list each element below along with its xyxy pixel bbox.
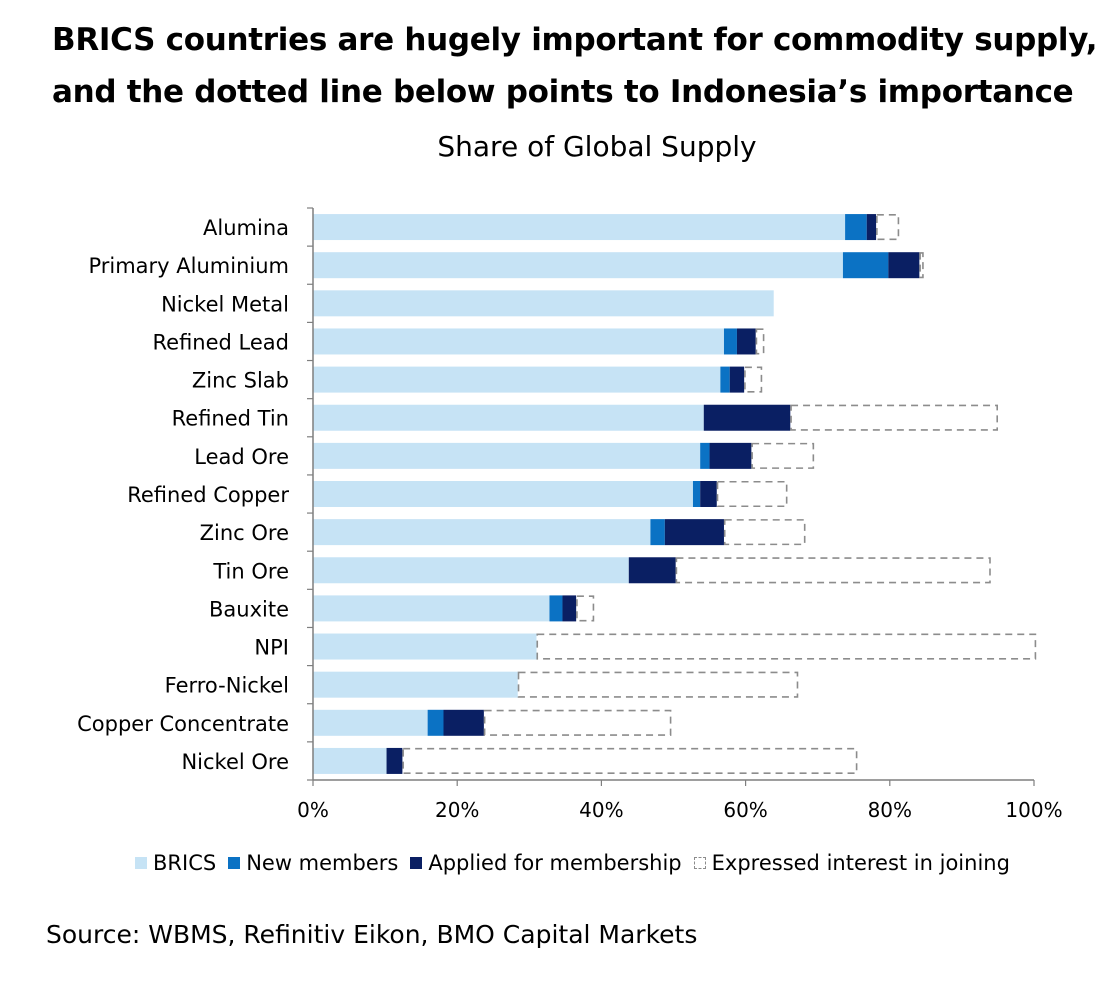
- bar-new-members-refined-copper: [692, 481, 701, 507]
- legend: BRICS New members Applied for membership…: [135, 851, 1075, 875]
- bar-interest-lead-ore: [751, 442, 815, 469]
- bar-applied-primary-aluminium: [888, 252, 920, 279]
- bar-interest-zinc-slab: [744, 366, 763, 393]
- legend-item-new-members: New members: [228, 851, 398, 875]
- bar-applied-refined-copper: [700, 481, 717, 507]
- category-label-ferro-nickel: Ferro-Nickel: [165, 674, 289, 698]
- bar-interest-ferro-nickel: [517, 671, 799, 698]
- bar-brics-nickel-metal: [313, 290, 774, 317]
- bar-applied-nickel-ore: [386, 747, 403, 774]
- legend-swatch-interest: [693, 857, 706, 869]
- bar-new-members-zinc-ore: [650, 519, 665, 546]
- category-label-zinc-ore: Zinc Ore: [200, 521, 289, 545]
- legend-item-applied: Applied for membership: [410, 851, 682, 875]
- category-label-alumina: Alumina: [203, 216, 289, 240]
- bar-brics-nickel-ore: [313, 747, 387, 774]
- bar-interest-copper-concentrate: [483, 709, 672, 736]
- x-tick-label: 20%: [435, 798, 479, 822]
- bar-brics-copper-concentrate: [313, 709, 428, 736]
- bar-brics-refined-lead: [313, 328, 724, 355]
- legend-item-interest: Expressed interest in joining: [693, 851, 1010, 875]
- x-tick-label: 100%: [1005, 798, 1062, 822]
- category-label-nickel-ore: Nickel Ore: [181, 750, 289, 774]
- bar-applied-copper-concentrate: [443, 709, 484, 736]
- bar-interest-bauxite: [576, 595, 595, 622]
- headline-line-1: BRICS countries are hugely important for…: [52, 22, 1098, 58]
- category-label-refined-lead: Refined Lead: [153, 330, 289, 354]
- bar-new-members-zinc-slab: [720, 366, 730, 393]
- legend-label-applied: Applied for membership: [428, 851, 682, 875]
- category-label-copper-concentrate: Copper Concentrate: [77, 712, 289, 736]
- legend-swatch-applied: [410, 857, 423, 869]
- bar-new-members-refined-lead: [723, 328, 737, 355]
- bar-brics-lead-ore: [313, 442, 701, 469]
- category-label-refined-copper: Refined Copper: [127, 483, 289, 507]
- bar-interest-npi: [536, 633, 1037, 660]
- bar-interest-refined-lead: [755, 328, 765, 355]
- bar-interest-tin-ore: [675, 557, 991, 584]
- category-label-zinc-slab: Zinc Slab: [192, 369, 289, 393]
- bar-interest-primary-aluminium: [919, 252, 924, 279]
- bar-interest-alumina: [876, 214, 900, 241]
- bar-applied-zinc-slab: [729, 366, 745, 393]
- bar-applied-zinc-ore: [664, 519, 724, 546]
- bar-brics-primary-aluminium: [313, 252, 843, 279]
- bar-applied-bauxite: [562, 595, 577, 622]
- bar-brics-npi: [313, 633, 537, 660]
- bar-interest-nickel-ore: [402, 747, 858, 774]
- bar-applied-refined-tin: [703, 404, 791, 431]
- bar-new-members-primary-aluminium: [842, 252, 889, 279]
- bar-interest-refined-copper: [716, 480, 788, 508]
- category-label-primary-aluminium: Primary Aluminium: [88, 254, 289, 278]
- headline-line-2: and the dotted line below points to Indo…: [52, 74, 1074, 110]
- bar-new-members-alumina: [845, 214, 867, 241]
- source-note: Source: WBMS, Refinitiv Eikon, BMO Capit…: [46, 920, 698, 949]
- legend-label-brics: BRICS: [153, 851, 217, 875]
- category-label-npi: NPI: [254, 636, 289, 660]
- category-label-lead-ore: Lead Ore: [194, 445, 289, 469]
- bar-brics-bauxite: [313, 595, 550, 622]
- bar-brics-zinc-ore: [313, 519, 651, 546]
- bar-applied-refined-lead: [736, 328, 756, 355]
- legend-item-brics: BRICS: [135, 851, 216, 875]
- headline: BRICS countries are hugely important for…: [52, 14, 1098, 118]
- bar-brics-alumina: [313, 214, 846, 241]
- legend-label-new-members: New members: [246, 851, 399, 875]
- bar-applied-lead-ore: [709, 442, 752, 469]
- legend-label-interest: Expressed interest in joining: [711, 851, 1010, 875]
- bar-brics-refined-copper: [313, 481, 693, 507]
- bar-applied-tin-ore: [628, 557, 676, 584]
- bar-brics-refined-tin: [313, 404, 704, 431]
- x-tick-label: 60%: [723, 798, 767, 822]
- bar-brics-zinc-slab: [313, 366, 721, 393]
- category-label-bauxite: Bauxite: [209, 597, 289, 621]
- bar-new-members-bauxite: [549, 595, 563, 622]
- category-label-tin-ore: Tin Ore: [212, 559, 289, 583]
- bar-interest-zinc-ore: [723, 519, 806, 546]
- category-label-nickel-metal: Nickel Metal: [161, 292, 289, 316]
- x-tick-label: 40%: [579, 798, 623, 822]
- bar-interest-refined-tin: [790, 404, 998, 431]
- bar-applied-alumina: [866, 214, 877, 241]
- bar-brics-tin-ore: [313, 557, 629, 584]
- legend-swatch-brics: [135, 857, 147, 869]
- x-tick-label: 0%: [297, 798, 329, 822]
- legend-swatch-new-members: [228, 857, 241, 869]
- category-label-refined-tin: Refined Tin: [172, 407, 289, 431]
- bar-brics-ferro-nickel: [313, 671, 518, 698]
- bar-new-members-lead-ore: [700, 442, 710, 469]
- x-tick-label: 80%: [868, 798, 912, 822]
- bar-new-members-copper-concentrate: [427, 709, 444, 736]
- chart-title: Share of Global Supply: [437, 130, 757, 163]
